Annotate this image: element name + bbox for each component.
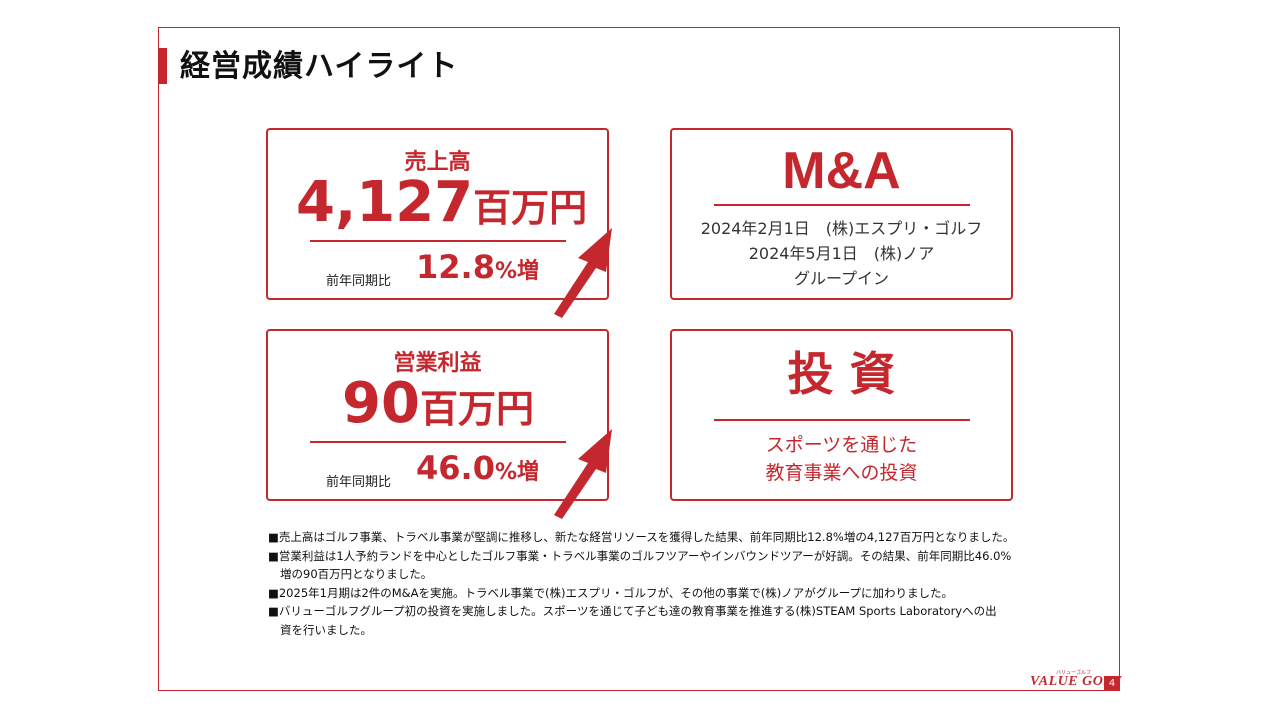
profit-unit: 百万円: [419, 387, 534, 431]
investment-divider: [714, 419, 970, 421]
sales-value: 4,127: [296, 170, 474, 235]
investment-line-2: 教育事業への投資: [765, 462, 918, 484]
title-accent-bar: [158, 48, 167, 84]
note-2: ■営業利益は1人予約ランドを中心としたゴルフ事業・トラベル事業のゴルフツアーやイ…: [268, 547, 1028, 584]
profit-up-arrow-icon: [554, 429, 612, 519]
profit-label: 営業利益: [393, 351, 482, 376]
profit-value-group: 90百万円: [342, 371, 534, 436]
note-2-continuation: 増の90百万円となりました。: [280, 567, 433, 581]
sales-divider: [310, 240, 566, 242]
sales-compare-label: 前年同期比: [326, 274, 392, 289]
investment-line-1: スポーツを通じた: [765, 434, 918, 456]
profit-value: 90: [342, 371, 420, 436]
note-4-text: ■バリューゴルフグループ初の投資を実施しました。スポーツを通じて子ども達の教育事…: [268, 604, 997, 618]
logo-subtext: バリューゴルフ: [1056, 670, 1092, 676]
profit-growth: 46.0%増: [416, 449, 539, 487]
profit-divider: [310, 441, 566, 443]
page-title: 経営成績ハイライト: [180, 49, 459, 84]
page-number: 4: [1104, 676, 1120, 691]
sales-label: 売上高: [404, 150, 471, 175]
profit-compare-label: 前年同期比: [326, 475, 392, 490]
investment-heading: 投 資: [787, 347, 896, 401]
ma-line-2: 2024年5月1日 (株)ノア: [748, 244, 935, 263]
profit-growth-value: 46.0: [416, 449, 495, 487]
ma-divider: [714, 204, 970, 206]
note-2-text: ■営業利益は1人予約ランドを中心としたゴルフ事業・トラベル事業のゴルフツアーやイ…: [268, 548, 1012, 563]
sales-growth: 12.8%増: [416, 248, 539, 286]
sales-up-arrow-icon: [554, 228, 612, 318]
sales-card: 売上高 4,127百万円 前年同期比 12.8%増: [266, 128, 609, 300]
sales-growth-unit: %増: [494, 259, 539, 284]
ma-card: M&A 2024年2月1日 (株)エスプリ・ゴルフ 2024年5月1日 (株)ノ…: [670, 128, 1013, 300]
note-3-text: ■2025年1月期は2件のM&Aを実施。トラベル事業で(株)エスプリ・ゴルフが、…: [268, 585, 954, 600]
sales-value-group: 4,127百万円: [296, 170, 587, 235]
ma-line-3: グループイン: [793, 269, 890, 288]
note-1: ■売上高はゴルフ事業、トラベル事業が堅調に推移し、新たな経営リソースを獲得した結…: [268, 528, 1028, 547]
value-golf-logo: VALUE GOLF: [1030, 674, 1123, 689]
sales-growth-value: 12.8: [416, 248, 495, 286]
ma-heading: M&A: [782, 142, 901, 200]
note-4-continuation: 資を行いました。: [280, 622, 372, 637]
note-1-text: ■売上高はゴルフ事業、トラベル事業が堅調に推移し、新たな経営リソースを獲得した結…: [268, 530, 1015, 544]
investment-card: 投 資 スポーツを通じた 教育事業への投資: [670, 329, 1013, 501]
sales-unit: 百万円: [473, 186, 588, 230]
profit-card: 営業利益 90百万円 前年同期比 46.0%増: [266, 329, 609, 501]
note-4: ■バリューゴルフグループ初の投資を実施しました。スポーツを通じて子ども達の教育事…: [268, 602, 1028, 639]
notes-list: ■売上高はゴルフ事業、トラベル事業が堅調に推移し、新たな経営リソースを獲得した結…: [268, 528, 1028, 639]
note-3: ■2025年1月期は2件のM&Aを実施。トラベル事業で(株)エスプリ・ゴルフが、…: [268, 584, 1028, 603]
slide-frame: [158, 27, 1120, 691]
profit-growth-unit: %増: [494, 460, 539, 485]
ma-line-1: 2024年2月1日 (株)エスプリ・ゴルフ: [700, 219, 983, 238]
